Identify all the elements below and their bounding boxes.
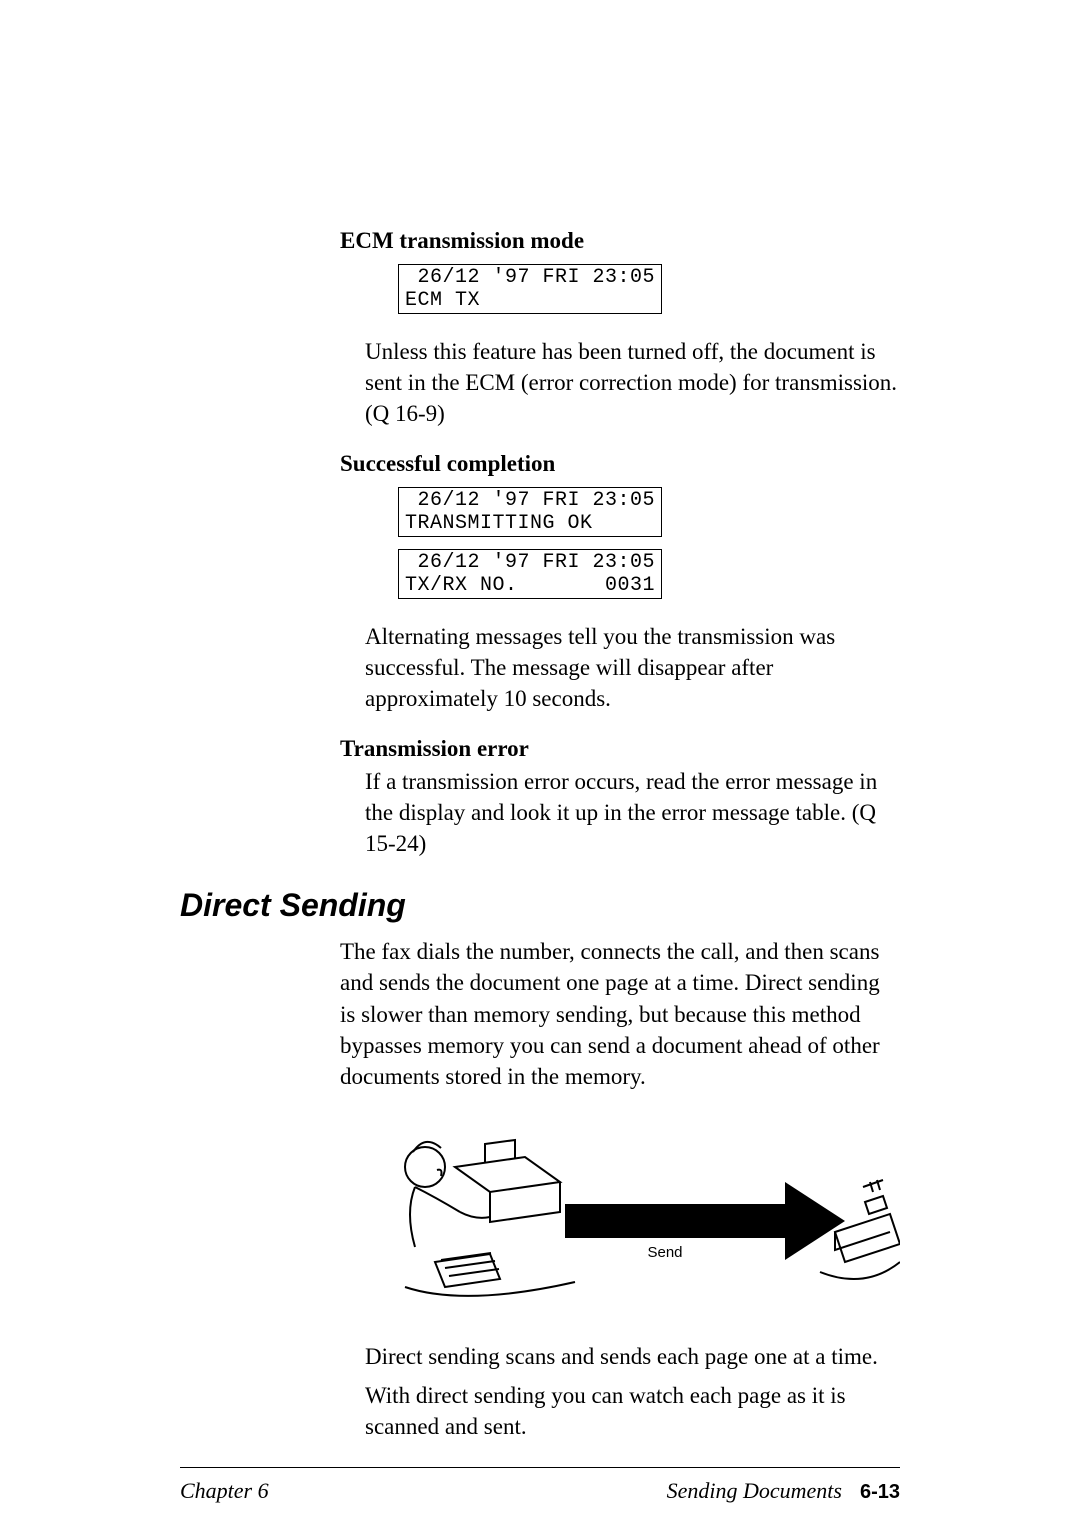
success-lcd1-line1: 26/12 '97 FRI 23:05 <box>405 489 655 512</box>
success-lcd1-wrap: 26/12 '97 FRI 23:05 TRANSMITTING OK <box>180 487 900 537</box>
success-para: Alternating messages tell you the transm… <box>180 621 900 714</box>
success-lcd1: 26/12 '97 FRI 23:05 TRANSMITTING OK <box>398 487 662 537</box>
txerr-para: If a transmission error occurs, read the… <box>180 766 900 859</box>
figure-send-label: Send <box>647 1244 682 1261</box>
success-lcd2-line2: TX/RX NO. 0031 <box>405 574 655 597</box>
ecm-para: Unless this feature has been turned off,… <box>180 336 900 429</box>
direct-sending-figure: Send <box>180 1112 900 1317</box>
content-area: ECM transmission mode 26/12 '97 FRI 23:0… <box>180 228 900 1464</box>
footer-right: Sending Documents 6-13 <box>667 1478 900 1504</box>
footer-left: Chapter 6 <box>180 1478 269 1504</box>
footer-rule <box>180 1467 900 1468</box>
success-lcd2-line1: 26/12 '97 FRI 23:05 <box>405 551 655 574</box>
txerr-heading: Transmission error <box>180 736 900 762</box>
success-lcd1-line2: TRANSMITTING OK <box>405 512 593 535</box>
direct-sending-title: Direct Sending <box>180 887 900 924</box>
success-lcd2-wrap: 26/12 '97 FRI 23:05 TX/RX NO. 0031 <box>180 549 900 599</box>
page-number: 6-13 <box>860 1481 900 1503</box>
success-heading: Successful completion <box>180 451 900 477</box>
direct-p2: With direct sending you can watch each p… <box>180 1380 900 1442</box>
page: ECM transmission mode 26/12 '97 FRI 23:0… <box>0 0 1080 1528</box>
ecm-lcd-wrap: 26/12 '97 FRI 23:05 ECM TX <box>180 264 900 314</box>
direct-intro: The fax dials the number, connects the c… <box>180 936 900 1091</box>
footer: Chapter 6 Sending Documents 6-13 <box>180 1478 900 1504</box>
footer-section: Sending Documents <box>667 1478 842 1503</box>
ecm-heading: ECM transmission mode <box>180 228 900 254</box>
success-lcd2: 26/12 '97 FRI 23:05 TX/RX NO. 0031 <box>398 549 662 599</box>
ecm-lcd-line2: ECM TX <box>405 289 480 312</box>
fax-send-illustration: Send <box>365 1112 900 1312</box>
ecm-lcd-line1: 26/12 '97 FRI 23:05 <box>405 266 655 289</box>
ecm-lcd: 26/12 '97 FRI 23:05 ECM TX <box>398 264 662 314</box>
direct-p1: Direct sending scans and sends each page… <box>180 1341 900 1372</box>
